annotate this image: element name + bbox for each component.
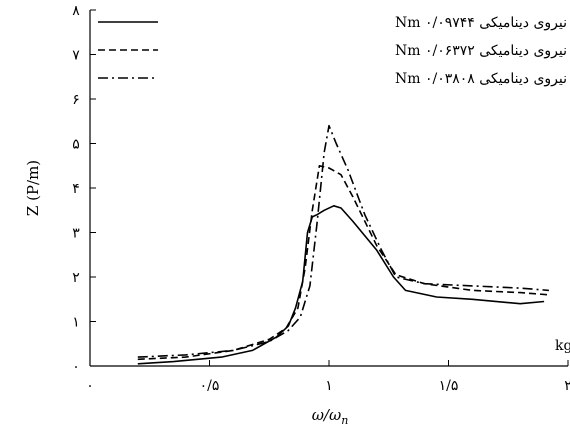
series-line-2 [137,165,549,361]
series-line-1 [137,205,545,365]
y-tick-label: ۳ [72,226,80,242]
legend-label-1: نیروی دینامیکی Nm ۰/۰۹۷۴۴ [395,15,567,31]
x-axis-label-main: ω/ω [312,406,342,424]
y-tick-label: ۲ [72,270,80,286]
annotation-text: وزن مرده سیستم = kg ۱۴۴ [555,338,570,354]
x-tick-label: ۱/۵ [439,378,459,394]
x-axis-label-sub: n [341,414,348,427]
y-tick-label: ۱ [72,315,80,331]
y-tick-label: ۵ [72,137,80,153]
x-tick-label: ۱ [325,378,333,394]
y-tick-label: ۴ [72,181,80,197]
x-tick-label: ۰ [86,378,94,394]
x-tick-label: ۰/۵ [200,378,220,394]
legend-label-3: نیروی دینامیکی Nm ۰/۰۳۸۰۸ [395,71,567,87]
x-axis-label: ω/ωn [312,406,349,427]
y-tick-label: ۰ [72,359,80,375]
y-tick-label: ۸ [72,3,80,19]
y-tick-label: ۶ [72,92,80,108]
legend-label-2: نیروی دینامیکی Nm ۰/۰۶۳۷۲ [395,43,567,59]
y-axis-label: Z (P/m) [24,160,42,216]
y-tick-label: ۷ [72,48,80,64]
series-line-3 [137,124,549,358]
x-tick-label: ۲ [564,378,570,394]
